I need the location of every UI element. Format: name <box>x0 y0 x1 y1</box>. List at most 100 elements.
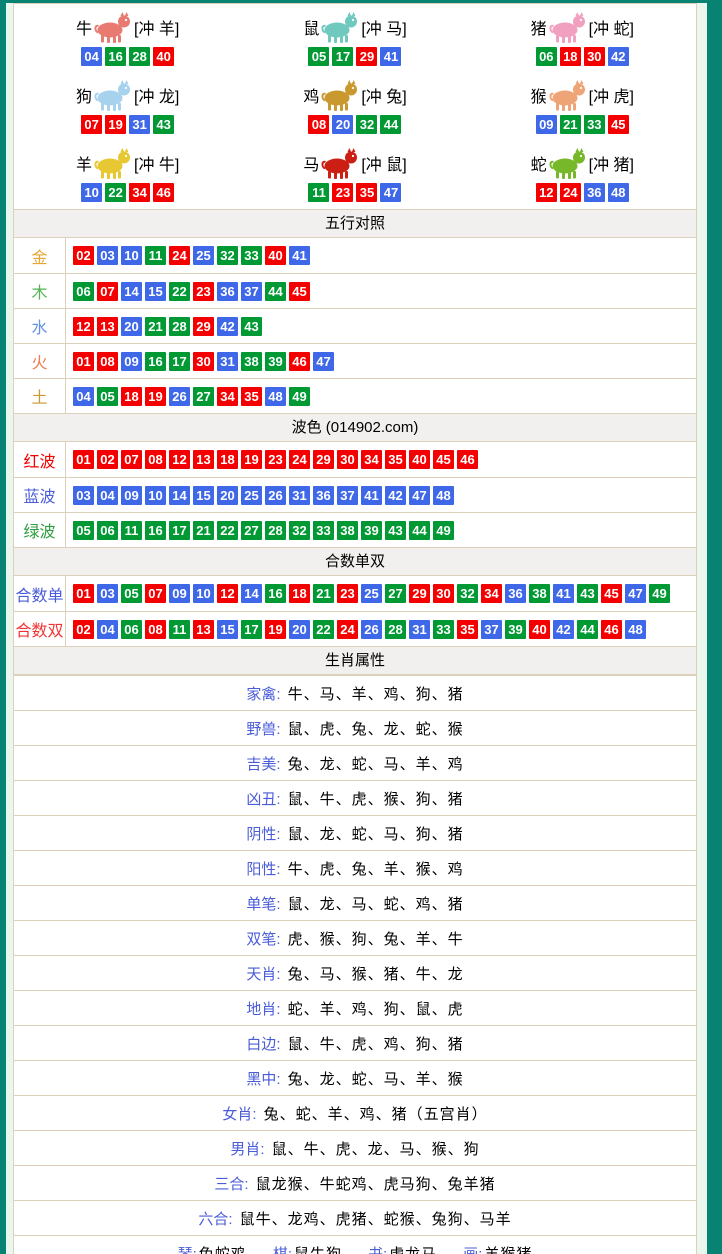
number-ball-22: 22 <box>313 619 334 639</box>
zodiac-name: 牛 <box>75 20 92 38</box>
number-ball-48: 48 <box>625 619 646 639</box>
number-ball-29: 29 <box>356 46 378 66</box>
number-ball-02: 02 <box>73 619 94 639</box>
zodiac-clash-label: [冲 猪] <box>588 157 634 175</box>
zodiac-cell-马: 马 [冲 鼠] 11 23 35 47 <box>241 141 468 209</box>
number-ball-37: 37 <box>241 281 262 301</box>
zodiac-title: 蛇 [冲 猪] <box>530 147 634 180</box>
attribute-row: 阳性: 牛、虎、兔、羊、猴、鸡 <box>14 850 696 885</box>
number-ball-20: 20 <box>121 316 142 336</box>
element-label: 土 <box>14 379 66 413</box>
number-ball-34: 34 <box>361 450 382 469</box>
number-ball-29: 29 <box>193 316 214 336</box>
attribute-row: 家禽: 牛、马、羊、鸡、狗、猪 <box>14 675 696 710</box>
ox-icon <box>94 11 132 43</box>
zodiac-name: 鸡 <box>303 88 320 106</box>
number-ball-33: 33 <box>433 619 454 639</box>
number-ball-12: 12 <box>73 316 94 336</box>
number-ball-46: 46 <box>457 450 478 469</box>
number-ball-01: 01 <box>73 351 94 371</box>
attribute-row: 吉美: 兔、龙、蛇、马、羊、鸡 <box>14 745 696 780</box>
number-ball-46: 46 <box>601 619 622 639</box>
number-ball-25: 25 <box>193 246 214 265</box>
arts-value: 羊猴猪 <box>484 1245 533 1254</box>
wave-numbers: 05 06 11 16 17 21 22 27 28 32 33 38 39 43 44 49 <box>66 513 454 547</box>
number-ball-47: 47 <box>625 584 646 603</box>
number-ball-13: 13 <box>193 450 214 469</box>
number-ball-47: 47 <box>313 351 334 371</box>
number-ball-42: 42 <box>607 46 629 66</box>
number-ball-34: 34 <box>481 584 502 603</box>
number-ball-19: 19 <box>105 114 127 134</box>
number-ball-12: 12 <box>217 584 238 603</box>
element-numbers: 01 08 09 16 17 30 31 38 39 46 47 <box>66 344 334 378</box>
arts-zodiac-row: 琴: 兔蛇鸡 棋: 鼠牛狗 书: 虎龙马 画: 羊猴猪 <box>14 1235 696 1254</box>
number-ball-41: 41 <box>380 46 402 66</box>
number-ball-32: 32 <box>457 584 478 603</box>
zodiac-title: 羊 [冲 牛] <box>76 147 180 180</box>
attribute-label: 男肖: <box>230 1140 265 1158</box>
number-ball-26: 26 <box>265 485 286 505</box>
number-ball-04: 04 <box>97 485 118 505</box>
zodiac-cell-狗: 狗 [冲 龙] 07 19 31 43 <box>14 72 241 140</box>
number-ball-28: 28 <box>129 46 151 66</box>
number-ball-31: 31 <box>289 485 310 505</box>
attribute-row: 地肖: 蛇、羊、鸡、狗、鼠、虎 <box>14 990 696 1025</box>
wave-color-header: 波色 (014902.com) <box>14 414 696 442</box>
number-ball-06: 06 <box>97 520 118 540</box>
number-ball-11: 11 <box>308 183 330 203</box>
arts-label: 琴: <box>177 1245 197 1254</box>
attribute-row: 天肖: 兔、马、猴、猪、牛、龙 <box>14 955 696 990</box>
zodiac-name: 鼠 <box>303 20 320 38</box>
zodiac-clash-label: [冲 蛇] <box>588 20 634 38</box>
number-ball-40: 40 <box>265 246 286 265</box>
number-ball-47: 47 <box>409 485 430 505</box>
zodiac-title: 狗 [冲 龙] <box>76 79 179 111</box>
number-ball-14: 14 <box>121 281 142 301</box>
attribute-label: 三合: <box>214 1175 249 1193</box>
number-ball-29: 29 <box>313 450 334 469</box>
wave-color-rows: 红波 01 02 07 08 12 13 18 19 23 24 29 30 34 35 40 45 46 蓝波 03… <box>14 442 696 547</box>
zodiac-cell-猴: 猴 [冲 虎] 09 21 33 45 <box>469 72 696 140</box>
number-ball-15: 15 <box>145 281 166 301</box>
zodiac-name: 蛇 <box>530 157 547 175</box>
number-ball-23: 23 <box>337 584 358 603</box>
number-ball-12: 12 <box>169 450 190 469</box>
number-ball-45: 45 <box>433 450 454 469</box>
number-ball-44: 44 <box>409 520 430 540</box>
number-ball-06: 06 <box>121 619 142 639</box>
number-ball-10: 10 <box>121 246 142 265</box>
zodiac-numbers: 10 22 34 46 <box>81 183 175 203</box>
number-ball-07: 07 <box>81 114 103 134</box>
number-ball-08: 08 <box>97 351 118 371</box>
element-label: 木 <box>14 274 66 308</box>
number-ball-43: 43 <box>577 584 598 603</box>
number-ball-49: 49 <box>649 584 670 603</box>
element-row-火: 火 01 08 09 16 17 30 31 38 39 46 47 <box>14 343 696 378</box>
zodiac-clash-label: [冲 牛] <box>134 157 180 175</box>
number-ball-46: 46 <box>153 183 175 203</box>
arts-pair: 书: 虎龙马 <box>368 1243 437 1254</box>
number-ball-36: 36 <box>313 485 334 505</box>
number-ball-02: 02 <box>73 246 94 265</box>
element-numbers: 02 03 10 11 24 25 32 33 40 41 <box>66 238 310 273</box>
zodiac-clash-label: [冲 兔] <box>361 88 407 106</box>
sum-row-合数双: 合数双 02 04 06 08 11 13 15 17 19 20 22 24 26 28 31 33 35 37 3… <box>14 611 696 646</box>
attribute-label: 天肖: <box>246 965 281 983</box>
number-ball-25: 25 <box>361 584 382 603</box>
element-numbers: 04 05 18 19 26 27 34 35 48 49 <box>66 379 310 413</box>
number-ball-33: 33 <box>313 520 334 540</box>
arts-value: 鼠牛狗 <box>293 1245 342 1254</box>
number-ball-20: 20 <box>289 619 310 639</box>
number-ball-09: 09 <box>169 584 190 603</box>
page-border-left <box>0 0 6 1254</box>
number-ball-08: 08 <box>308 114 330 134</box>
number-ball-07: 07 <box>121 450 142 469</box>
sum-numbers: 02 04 06 08 11 13 15 17 19 20 22 24 26 28 31 33 35 37 39 40… <box>66 612 646 646</box>
main-content: 牛 [冲 羊] 04 16 28 40 鼠 [冲 马] 05 17 29 41 猪 [冲 蛇] 06 18 30… <box>13 3 697 1254</box>
number-ball-40: 40 <box>153 46 175 66</box>
number-ball-31: 31 <box>129 114 151 134</box>
number-ball-35: 35 <box>457 619 478 639</box>
attribute-row: 野兽: 鼠、虎、兔、龙、蛇、猴 <box>14 710 696 745</box>
number-ball-41: 41 <box>553 584 574 603</box>
